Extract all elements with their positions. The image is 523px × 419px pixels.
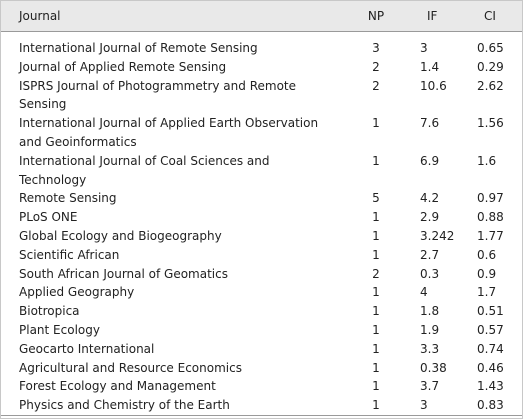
table-row: Global Ecology and Biogeography 1 3.242 1.7…: [1, 227, 522, 246]
value-cell: 0.83: [477, 398, 504, 413]
value-cell: 0.3: [420, 266, 440, 281]
value-cell: 1.7: [477, 285, 497, 300]
table-row: International Journal of Remote Sensing 3…: [1, 39, 522, 58]
value-cell: 1: [372, 379, 380, 394]
journal-cell: Plant Ecology: [19, 323, 100, 337]
table-row: South African Journal of Geomatics 2 0.3 0.…: [1, 265, 522, 284]
value-cell: 4.2: [420, 191, 440, 206]
value-cell: 3: [372, 41, 380, 55]
value-cell: 2.7: [420, 247, 440, 262]
value-cell: 1: [372, 247, 380, 262]
table-row: Forest Ecology and Management 1 3.7 1.43: [1, 377, 522, 396]
value-cell: 6.9: [420, 153, 440, 168]
value-cell: 2: [372, 59, 380, 74]
value-cell: 1: [372, 210, 380, 225]
value-cell: 7.6: [420, 116, 440, 131]
value-cell: 0.88: [477, 210, 504, 225]
value-cell: 3.242: [420, 229, 455, 243]
journal-cell: Applied Geography: [19, 285, 135, 300]
value-cell: 1.8: [420, 304, 440, 319]
value-cell: 2.62: [477, 78, 504, 93]
table-row: International Journal of Coal Sciences a…: [1, 152, 522, 190]
journal-cell: Biotropica: [19, 304, 80, 319]
journal-cell: Geocarto International: [19, 341, 155, 356]
journal-cell: International Journal of Coal Sciences a…: [19, 153, 270, 187]
journal-cell: Forest Ecology and Management: [19, 379, 216, 394]
table-row: Physics and Chemistry of the Earth 1 3 0.83: [1, 396, 522, 415]
value-cell: 1: [372, 229, 380, 243]
value-cell: 0.9: [477, 266, 497, 281]
journal-cell: Journal of Applied Remote Sensing: [19, 59, 227, 74]
table-header: Journal NP IF CI: [1, 1, 522, 32]
table-row: Plant Ecology 1 1.9 0.57: [1, 321, 522, 340]
header-cell: IF: [427, 9, 438, 23]
table-row: Journal of Applied Remote Sensing 2 1.4 0.2…: [1, 58, 522, 77]
table-row: Applied Geography 1 4 1.7: [1, 283, 522, 302]
table-row: Geocarto International 1 3.3 0.74: [1, 340, 522, 359]
value-cell: 1.4: [420, 59, 440, 74]
value-cell: 0.38: [420, 360, 447, 375]
journal-cell: Scientific African: [19, 247, 120, 262]
bottom-rule: [1, 415, 522, 416]
value-cell: 1: [372, 323, 380, 337]
value-cell: 2.9: [420, 210, 440, 225]
value-cell: 0.6: [477, 247, 497, 262]
value-cell: 1: [372, 341, 380, 356]
value-cell: 10.6: [420, 78, 447, 93]
value-cell: 0.65: [477, 41, 504, 55]
table-row: Agricultural and Resource Economics 1 0.38…: [1, 359, 522, 378]
value-cell: 0.57: [477, 323, 504, 337]
value-cell: 0.46: [477, 360, 504, 375]
value-cell: 3: [420, 41, 428, 55]
value-cell: 1.6: [477, 153, 497, 168]
header-cell: Journal: [19, 9, 61, 23]
value-cell: 3: [420, 398, 428, 413]
journal-cell: South African Journal of Geomatics: [19, 266, 228, 281]
value-cell: 1: [372, 304, 380, 319]
table-row: PLoS ONE 1 2.9 0.88: [1, 208, 522, 227]
journal-cell: International Journal of Applied Earth O…: [19, 116, 319, 149]
value-cell: 1.56: [477, 116, 504, 131]
value-cell: 2: [372, 78, 380, 93]
table-row: Scientific African 1 2.7 0.6: [1, 246, 522, 265]
value-cell: 0.74: [477, 341, 504, 356]
value-cell: 3.7: [420, 379, 440, 394]
table-row: ISPRS Journal of Photogrammetry and Remo…: [1, 77, 522, 115]
value-cell: 1: [372, 398, 380, 413]
value-cell: 1: [372, 285, 380, 300]
journal-cell: Global Ecology and Biogeography: [19, 229, 222, 243]
value-cell: 2: [372, 266, 380, 281]
value-cell: 1: [372, 153, 380, 168]
value-cell: 1: [372, 116, 380, 131]
table-row: International Journal of Applied Earth O…: [1, 114, 522, 152]
value-cell: 1.9: [420, 323, 440, 337]
header-cell: CI: [484, 9, 496, 23]
value-cell: 0.29: [477, 59, 504, 74]
journal-cell: International Journal of Remote Sensing: [19, 41, 258, 55]
table-row: Remote Sensing 5 4.2 0.97: [1, 189, 522, 208]
journal-cell: Remote Sensing: [19, 191, 117, 206]
value-cell: 4: [420, 285, 428, 300]
value-cell: 1.43: [477, 379, 504, 394]
journal-cell: ISPRS Journal of Photogrammetry and Remo…: [19, 78, 297, 112]
journal-cell: Physics and Chemistry of the Earth: [19, 398, 230, 413]
value-cell: 1.77: [477, 229, 504, 243]
journal-cell: PLoS ONE: [19, 210, 78, 225]
value-cell: 5: [372, 191, 380, 206]
value-cell: 1: [372, 360, 380, 375]
value-cell: 0.97: [477, 191, 504, 206]
header-cell: NP: [367, 9, 385, 23]
value-cell: 3.3: [420, 341, 440, 356]
table-row: Biotropica 1 1.8 0.51: [1, 302, 522, 321]
value-cell: 0.51: [477, 304, 504, 319]
journal-cell: Agricultural and Resource Economics: [19, 360, 242, 375]
